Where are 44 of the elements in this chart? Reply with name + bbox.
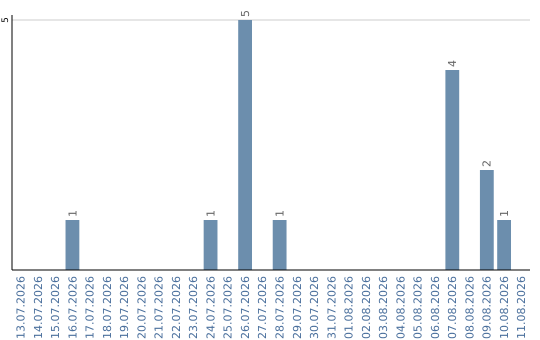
bar — [204, 220, 218, 270]
x-tick-label: 04.08.2026 — [394, 276, 408, 339]
x-tick-label: 14.07.2026 — [32, 276, 45, 339]
x-tick-label: 30.07.2026 — [308, 276, 322, 339]
x-tick-label: 25.07.2026 — [222, 276, 235, 339]
data-label: 1 — [66, 210, 80, 217]
x-tick-label: 05.08.2026 — [412, 276, 425, 339]
x-tick-label: 13.07.2026 — [14, 276, 28, 339]
bar — [238, 20, 252, 270]
x-tick-label: 24.07.2026 — [204, 276, 218, 339]
x-tick-label: 09.08.2026 — [480, 276, 494, 339]
x-tick-label: 11.08.2026 — [515, 276, 528, 339]
x-tick-label: 16.07.2026 — [66, 276, 80, 339]
bar — [66, 220, 80, 270]
x-tick-label: 06.08.2026 — [428, 276, 442, 339]
x-tick-label: 17.07.2026 — [84, 276, 97, 339]
data-label: 1 — [204, 210, 218, 217]
x-tick-label: 28.07.2026 — [273, 276, 286, 339]
x-tick-label: 26.07.2026 — [238, 276, 252, 339]
data-label: 1 — [273, 210, 286, 217]
x-tick-label: 03.08.2026 — [377, 276, 390, 339]
bar — [272, 220, 287, 270]
x-tick-label: 21.07.2026 — [152, 276, 166, 339]
x-tick-label: 10.08.2026 — [498, 276, 511, 339]
data-label: 1 — [498, 210, 511, 217]
data-label: 2 — [480, 160, 494, 167]
x-tick-label: 29.07.2026 — [290, 276, 304, 339]
x-tick-label: 31.07.2026 — [325, 276, 338, 339]
bar — [445, 70, 460, 270]
x-tick-label: 01.08.2026 — [342, 276, 356, 339]
x-tick-label: 02.08.2026 — [360, 276, 373, 339]
bar — [480, 170, 494, 270]
x-tick-label: 27.07.2026 — [256, 276, 270, 339]
x-tick-label: 15.07.2026 — [49, 276, 62, 339]
data-label: 4 — [446, 60, 460, 67]
x-tick-label: 08.08.2026 — [463, 276, 476, 339]
data-label: 5 — [238, 10, 252, 17]
x-tick-label: 07.08.2026 — [446, 276, 460, 339]
x-tick-label: 22.07.2026 — [170, 276, 183, 339]
x-tick-label: 20.07.2026 — [135, 276, 148, 339]
x-tick-label: 18.07.2026 — [100, 276, 114, 339]
bar — [497, 220, 512, 270]
x-tick-label: 19.07.2026 — [118, 276, 132, 339]
x-tick-label: 23.07.2026 — [187, 276, 200, 339]
